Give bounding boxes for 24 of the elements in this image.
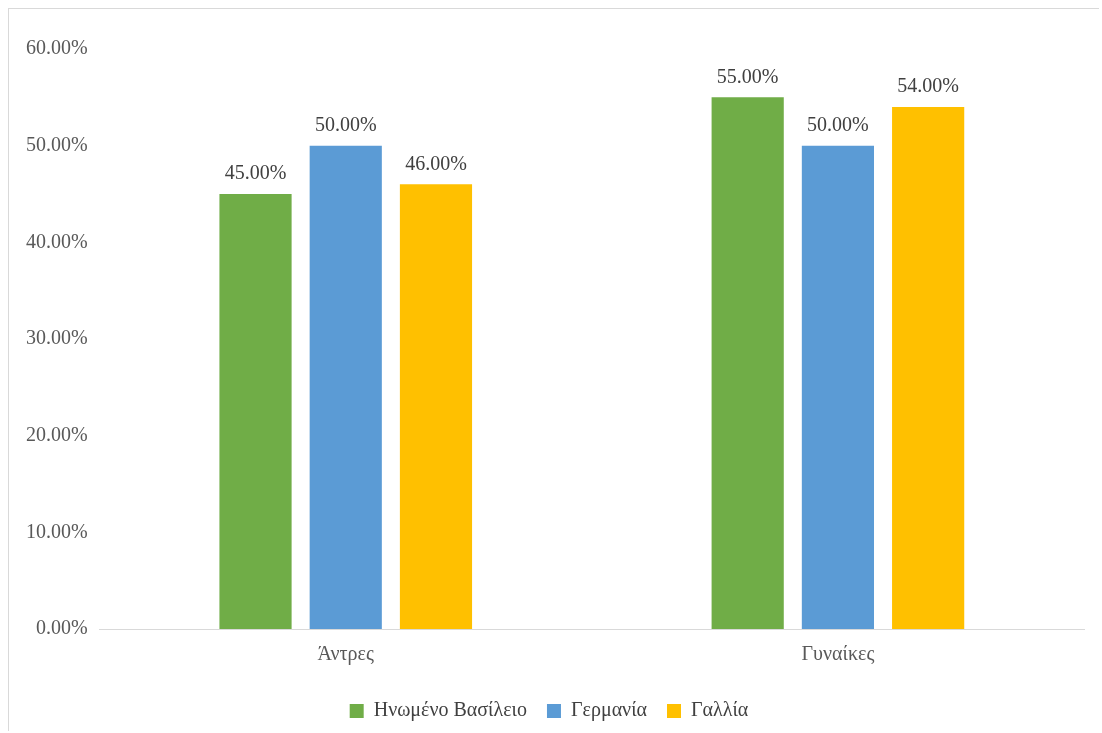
bar	[399, 184, 473, 629]
y-tick-label: 0.00%	[35, 616, 88, 639]
data-label: 50.00%	[314, 112, 377, 135]
x-tick-label: Γυναίκες	[801, 642, 875, 665]
data-label: 46.00%	[405, 151, 467, 174]
data-label: 50.00%	[807, 112, 869, 135]
legend-label: Ηνωμένο Βασίλειο	[373, 698, 527, 722]
bar	[892, 107, 965, 629]
bar	[801, 145, 875, 629]
data-label: 54.00%	[897, 74, 959, 97]
bar	[711, 97, 784, 629]
bar	[219, 194, 292, 629]
y-tick-label: 50.00%	[25, 132, 88, 155]
data-label: 45.00%	[224, 161, 287, 184]
legend-label: Γερμανία	[570, 698, 648, 722]
y-tick-label: 30.00%	[25, 326, 88, 349]
y-tick-label: 40.00%	[25, 229, 88, 252]
data-label: 55.00%	[716, 64, 779, 87]
y-tick-label: 20.00%	[25, 422, 88, 445]
y-tick-label: 60.00%	[25, 36, 88, 59]
bar	[309, 145, 382, 629]
y-tick-label: 10.00%	[25, 519, 88, 542]
legend-label: Γαλλία	[691, 698, 749, 721]
x-tick-label: Άντρες	[317, 642, 374, 666]
